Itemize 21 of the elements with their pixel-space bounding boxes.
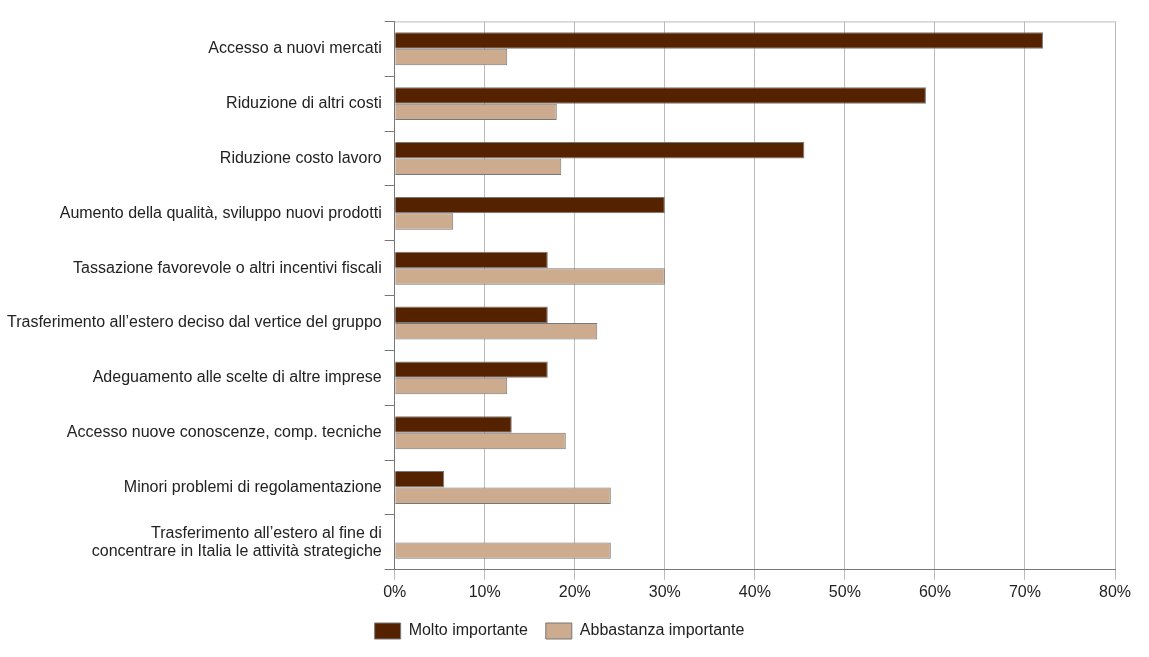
- x-tick-label: 0%: [383, 582, 407, 600]
- y-tick-label: Tassazione favorevole o altri incentivi fiscali: [73, 258, 382, 276]
- y-tick-label: Minori problemi di regolamentazione: [123, 477, 382, 495]
- y-tick-label: Riduzione di altri costi: [226, 94, 382, 112]
- y-tick-label: Adeguamento alle scelte di altre imprese: [92, 368, 382, 386]
- x-tick-label: 80%: [1098, 582, 1132, 600]
- y-tick-label: Trasferimento all’estero al fine di concentrare in Italia le attività strategiche: [91, 523, 382, 559]
- x-tick-label: 60%: [918, 582, 951, 600]
- x-tick-label: 20%: [558, 582, 591, 600]
- x-tick-label: 50%: [828, 582, 861, 600]
- legend-label: Molto importante: [408, 621, 528, 639]
- y-tick-label: Accesso a nuovi mercati: [208, 39, 382, 57]
- y-tick-label: Accesso nuove conoscenze, comp. tecniche: [66, 423, 382, 441]
- y-tick-label: Riduzione costo lavoro: [219, 148, 382, 166]
- x-tick-label: 10%: [468, 582, 501, 600]
- x-tick-label: 40%: [738, 582, 771, 600]
- y-tick-label: Aumento della qualità, sviluppo nuovi prodotti: [59, 203, 382, 221]
- y-tick-label: Trasferimento all’estero deciso dal vertice del gruppo: [7, 313, 382, 331]
- legend-label: Abbastanza importante: [579, 621, 745, 639]
- x-tick-label: 30%: [648, 582, 681, 600]
- x-tick-label: 70%: [1008, 582, 1041, 600]
